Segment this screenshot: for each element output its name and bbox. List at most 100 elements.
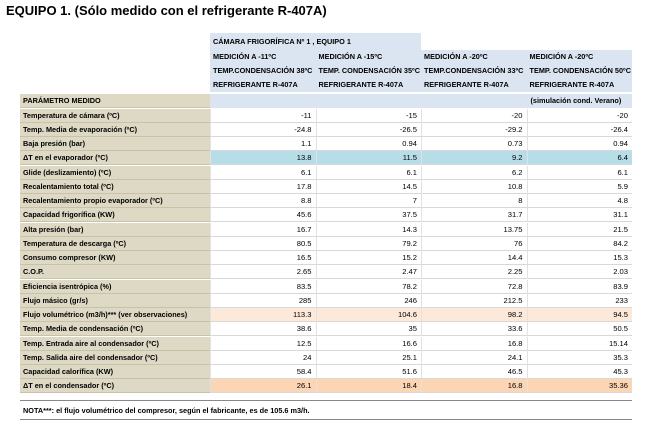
table-row: Temp. Salida aire del condensador (ºC) 24… (20, 350, 632, 365)
cell-value: 35.36 (526, 379, 632, 394)
cell-value: 33.6 (421, 322, 527, 337)
header-line2-row: TEMP.CONDENSACIÓN 38ºC TEMP. CONDENSACIÓN… (20, 64, 632, 78)
cell-value: 2.03 (526, 265, 632, 280)
header-col-2-line2: TEMP. CONDENSACIÓN 35ºC (315, 64, 421, 78)
cell-value: -15 (315, 108, 421, 123)
row-label: Baja presión (bar) (20, 137, 210, 152)
cell-value: 6.1 (210, 165, 316, 180)
cell-value: 6.1 (315, 165, 421, 180)
cell-value: 285 (210, 293, 316, 308)
cell-value: -29.2 (421, 122, 527, 137)
table-row: Alta presión (bar) 16.7 14.3 13.75 21.5 (20, 222, 632, 237)
cell-value: 11.5 (315, 151, 421, 166)
cell-value: 14.4 (421, 251, 527, 266)
cell-value: 76 (421, 236, 527, 251)
table-row: ΔT en el evaporador (ºC) 13.8 11.5 9.2 6.4 (20, 151, 632, 166)
header-col-3-line3: REFRIGERANTE R-407A (421, 78, 527, 92)
cell-value: 0.94 (526, 137, 632, 152)
table-row: Recalentamiento propio evaporador (ºC) 8.… (20, 194, 632, 209)
header-group-row: CÁMARA FRIGORÍFICA Nº 1 , EQUIPO 1 (20, 33, 632, 50)
cell-value: 0.94 (315, 137, 421, 152)
cell-value: 78.2 (315, 279, 421, 294)
cell-value: 45.3 (526, 365, 632, 380)
row-label: Consumo compresor (KW) (20, 251, 210, 266)
cell-value: 17.8 (210, 179, 316, 194)
cell-value: 6.1 (526, 165, 632, 180)
footnote: NOTA***: el flujo volumétrico del compre… (20, 400, 632, 420)
row-label: Capacidad frigorífica (KW) (20, 208, 210, 223)
table-row: Temp. Media de evaporación (ºC) -24.8 -26.… (20, 122, 632, 137)
cell-value: 8.8 (210, 194, 316, 209)
cell-value: 13.75 (421, 222, 527, 237)
cell-value: 5.9 (526, 179, 632, 194)
cell-value: 9.2 (421, 151, 527, 166)
cell-value: 51.6 (315, 365, 421, 380)
header-line3-row: REFRIGERANTE R-407A REFRIGERANTE R-407A RE… (20, 78, 632, 92)
data-table: CÁMARA FRIGORÍFICA Nº 1 , EQUIPO 1 MEDIC… (20, 33, 632, 420)
table-row: Eficiencia isentrópica (%) 83.5 78.2 72.8 83… (20, 279, 632, 294)
cell-value: 37.5 (315, 208, 421, 223)
table-row: Recalentamiento total (ºC) 17.8 14.5 10.8 5.… (20, 179, 632, 194)
table-row: Flujo másico (gr/s) 285 246 212.5 233 (20, 293, 632, 308)
cell-value: 16.5 (210, 251, 316, 266)
cell-value: 83.9 (526, 279, 632, 294)
cell-value: 35.3 (526, 350, 632, 365)
header-col-4-line4: (simulación cond. Verano) (526, 94, 632, 109)
header-col-1-line1: MEDICIÓN A -11ºC (210, 50, 316, 64)
table-row: ΔT en el condensador (ºC) 26.1 18.4 16.8 35.… (20, 379, 632, 394)
cell-value: 16.8 (421, 336, 527, 351)
cell-value: 6.4 (526, 151, 632, 166)
row-label: Capacidad calorífica (KW) (20, 365, 210, 380)
cell-value: 1.1 (210, 137, 316, 152)
cell-value: 24 (210, 350, 316, 365)
table-row: Glide (deslizamiento) (ºC) 6.1 6.1 6.2 6.1 (20, 165, 632, 180)
row-label: Temperatura de descarga (ºC) (20, 236, 210, 251)
table-row: Temperatura de cámara (ºC) -11 -15 -20 -20 (20, 108, 632, 123)
cell-value: 246 (315, 293, 421, 308)
page-title: EQUIPO 1. (Sólo medido con el refrigeran… (6, 3, 327, 18)
cell-value: 113.3 (210, 308, 316, 323)
cell-value: 2.47 (315, 265, 421, 280)
cell-value: 80.5 (210, 236, 316, 251)
cell-value: 58.4 (210, 365, 316, 380)
table-row: C.O.P. 2.65 2.47 2.25 2.03 (20, 265, 632, 280)
header-col-1-line2: TEMP.CONDENSACIÓN 38ºC (210, 64, 316, 78)
cell-value: 104.6 (315, 308, 421, 323)
cell-value: 31.7 (421, 208, 527, 223)
row-label: ΔT en el condensador (ºC) (20, 379, 210, 394)
table-row: Capacidad calorífica (KW) 58.4 51.6 46.5 45.… (20, 365, 632, 380)
row-label: Temp. Salida aire del condensador (ºC) (20, 350, 210, 365)
param-header-label: PARÁMETRO MEDIDO (20, 94, 210, 109)
cell-value: 98.2 (421, 308, 527, 323)
cell-value: 2.65 (210, 265, 316, 280)
cell-value: 83.5 (210, 279, 316, 294)
cell-value: 15.2 (315, 251, 421, 266)
cell-value: -24.8 (210, 122, 316, 137)
table-row: Temp. Entrada aire al condensador (ºC) 12… (20, 336, 632, 351)
cell-value: 7 (315, 194, 421, 209)
row-label: Glide (deslizamiento) (ºC) (20, 165, 210, 180)
table-row: Consumo compresor (KW) 16.5 15.2 14.4 15.3 (20, 251, 632, 266)
cell-value: 26.1 (210, 379, 316, 394)
header-col-3-line2: TEMP.CONDENSACIÓN 33ºC (421, 64, 527, 78)
cell-value: 13.8 (210, 151, 316, 166)
cell-value: -26.5 (315, 122, 421, 137)
cell-value: -26.4 (526, 122, 632, 137)
header-col-3-line1: MEDICIÓN A -20ºC (421, 50, 527, 64)
cell-value: 10.8 (421, 179, 527, 194)
cell-value: 46.5 (421, 365, 527, 380)
cell-value: 16.8 (421, 379, 527, 394)
row-label: Recalentamiento propio evaporador (ºC) (20, 194, 210, 209)
cell-value: 24.1 (421, 350, 527, 365)
cell-value: -20 (421, 108, 527, 123)
table-row: Temperatura de descarga (ºC) 80.5 79.2 76 84… (20, 236, 632, 251)
table-row: Flujo volumétrico (m3/h)*** (ver observa… (20, 308, 632, 323)
cell-value: 18.4 (315, 379, 421, 394)
row-label: Temp. Media de evaporación (ºC) (20, 122, 210, 137)
header-col-4-line3: REFRIGERANTE R-407A (526, 78, 632, 92)
header-col-4-line2: TEMP. CONDENSACIÓN 50ºC (526, 64, 632, 78)
header-col-2-line3: REFRIGERANTE R-407A (315, 78, 421, 92)
row-label: Alta presión (bar) (20, 222, 210, 237)
cell-value: 21.5 (526, 222, 632, 237)
cell-value: 8 (421, 194, 527, 209)
